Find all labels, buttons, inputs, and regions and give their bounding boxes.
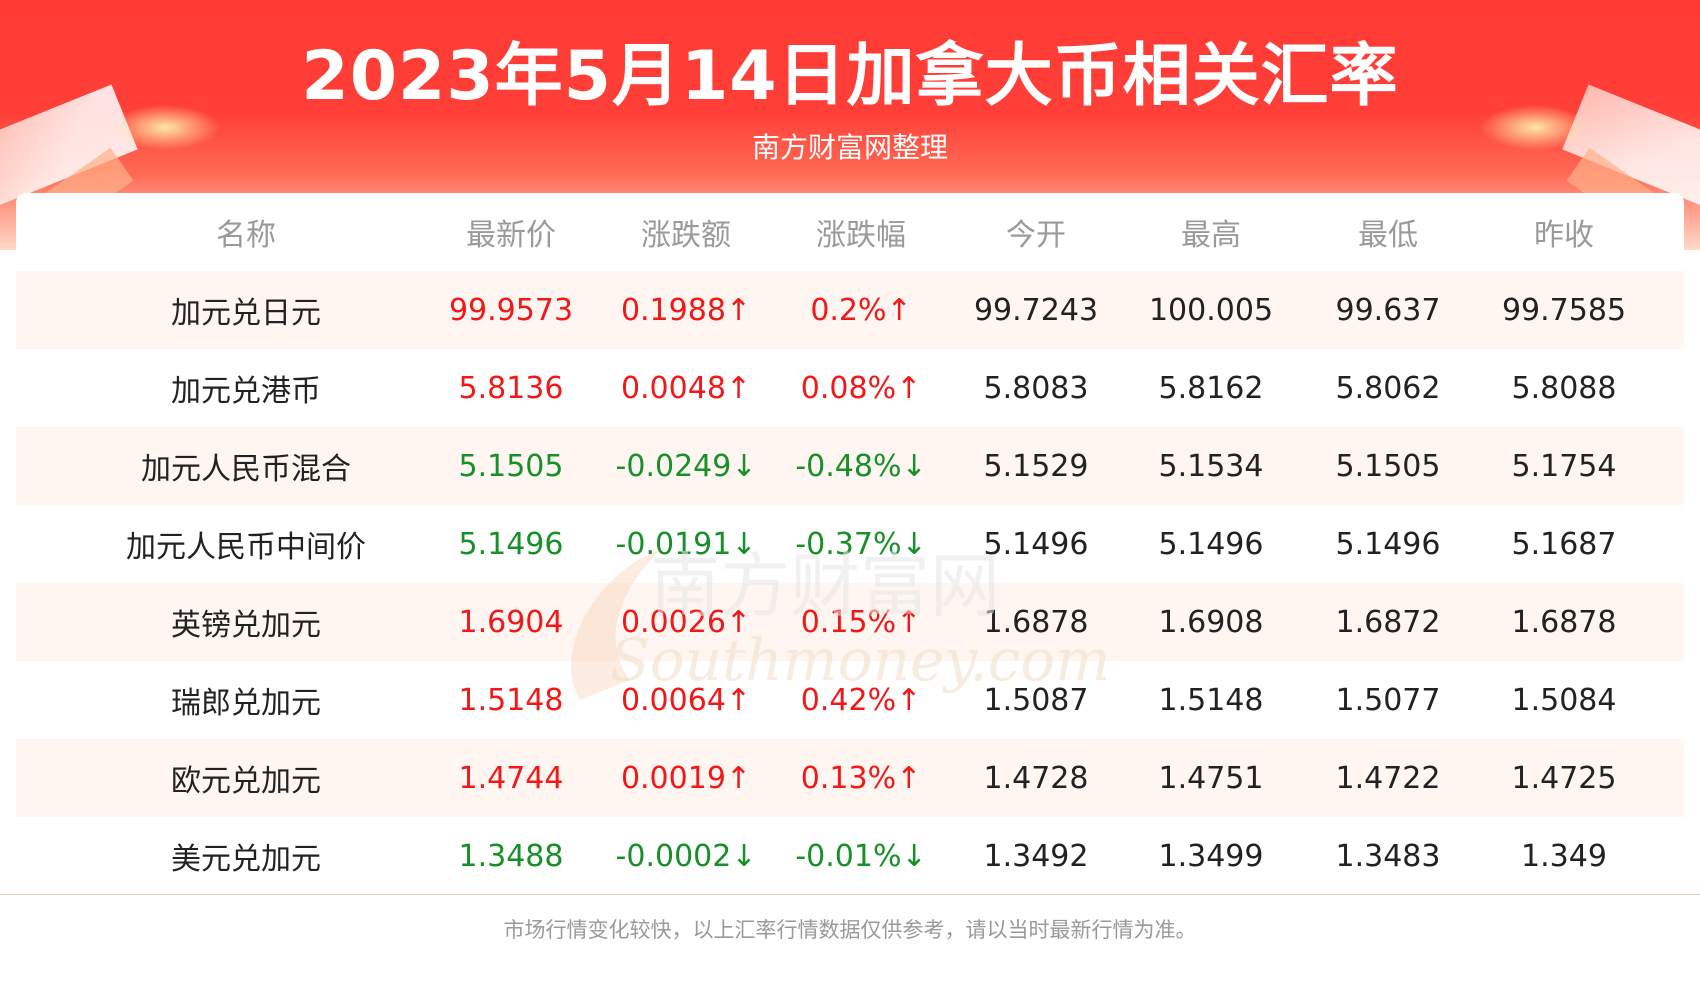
row-high: 1.5148: [1158, 682, 1264, 718]
row-name: 欧元兑加元: [171, 764, 321, 799]
row-change: -0.0249↓: [615, 448, 757, 484]
row-low: 5.1505: [1335, 448, 1441, 484]
row-change-pct: 0.13%↑: [800, 760, 922, 796]
page-subtitle: 南方财富网整理: [751, 131, 948, 164]
row-high: 100.005: [1148, 292, 1274, 328]
row-prev-close: 1.4725: [1511, 760, 1617, 796]
row-high: 1.3499: [1158, 838, 1264, 874]
row-name: 英镑兑加元: [171, 608, 321, 643]
row-name: 加元人民币混合: [141, 452, 351, 487]
row-prev-close: 5.1754: [1511, 448, 1617, 484]
table-header-row: 名称 最新价 涨跌额 涨跌幅 今开 最高 最低 昨收: [16, 193, 1684, 271]
table-row: 加元人民币中间价 5.1496 -0.0191↓ -0.37%↓ 5.1496 …: [16, 505, 1684, 583]
row-latest: 1.4744: [458, 760, 564, 796]
rate-table: 名称 最新价 涨跌额 涨跌幅 今开 最高 最低 昨收 加元兑日元 99.9573…: [16, 193, 1684, 893]
row-open: 5.8083: [983, 370, 1089, 406]
row-latest: 1.6904: [458, 604, 564, 640]
table-row: 美元兑加元 1.3488 -0.0002↓ -0.01%↓ 1.3492 1.3…: [16, 817, 1684, 895]
row-change-pct: 0.08%↑: [800, 370, 922, 406]
row-prev-close: 99.7585: [1501, 292, 1627, 328]
row-open: 1.4728: [983, 760, 1089, 796]
footer-divider: [0, 894, 1700, 895]
row-change: 0.0064↑: [620, 682, 752, 718]
decorative-glow-right: [1480, 105, 1590, 150]
row-latest: 5.8136: [458, 370, 564, 406]
row-open: 1.5087: [983, 682, 1089, 718]
column-header-latest: 最新价: [466, 218, 556, 253]
row-prev-close: 5.1687: [1511, 526, 1617, 562]
column-header-prev-close: 昨收: [1534, 218, 1594, 253]
table-row: 加元兑日元 99.9573 0.1988↑ 0.2%↑ 99.7243 100.…: [16, 271, 1684, 349]
decorative-glow-left: [110, 105, 220, 150]
row-prev-close: 5.8088: [1511, 370, 1617, 406]
row-change-pct: 0.2%↑: [810, 292, 912, 328]
row-change-pct: 0.15%↑: [800, 604, 922, 640]
column-header-change: 涨跌额: [641, 218, 731, 253]
row-latest: 1.5148: [458, 682, 564, 718]
row-change: 0.0048↑: [620, 370, 752, 406]
column-header-open: 今开: [1006, 218, 1066, 253]
row-open: 5.1496: [983, 526, 1089, 562]
column-header-high: 最高: [1181, 218, 1241, 253]
table-row: 加元兑港币 5.8136 0.0048↑ 0.08%↑ 5.8083 5.816…: [16, 349, 1684, 427]
row-prev-close: 1.349: [1521, 838, 1607, 874]
row-high: 5.1496: [1158, 526, 1264, 562]
row-latest: 1.3488: [458, 838, 564, 874]
row-open: 5.1529: [983, 448, 1089, 484]
column-header-low: 最低: [1358, 218, 1418, 253]
row-name: 加元人民币中间价: [126, 530, 366, 565]
table-row: 英镑兑加元 1.6904 0.0026↑ 0.15%↑ 1.6878 1.690…: [16, 583, 1684, 661]
row-low: 1.4722: [1335, 760, 1441, 796]
row-prev-close: 1.5084: [1511, 682, 1617, 718]
row-change: -0.0002↓: [615, 838, 757, 874]
row-change-pct: 0.42%↑: [800, 682, 922, 718]
row-low: 1.6872: [1335, 604, 1441, 640]
row-name: 瑞郎兑加元: [171, 686, 321, 721]
row-high: 1.6908: [1158, 604, 1264, 640]
column-header-change-pct: 涨跌幅: [816, 218, 906, 253]
row-high: 5.8162: [1158, 370, 1264, 406]
row-latest: 5.1496: [458, 526, 564, 562]
row-change-pct: -0.01%↓: [795, 838, 927, 874]
table-row: 瑞郎兑加元 1.5148 0.0064↑ 0.42%↑ 1.5087 1.514…: [16, 661, 1684, 739]
row-latest: 5.1505: [458, 448, 564, 484]
row-change: 0.1988↑: [620, 292, 752, 328]
row-change: 0.0019↑: [620, 760, 752, 796]
row-high: 5.1534: [1158, 448, 1264, 484]
row-open: 1.6878: [983, 604, 1089, 640]
column-header-name: 名称: [216, 218, 276, 253]
footer-disclaimer: 市场行情变化较快，以上汇率行情数据仅供参考，请以当时最新行情为准。: [503, 918, 1197, 942]
table-row: 欧元兑加元 1.4744 0.0019↑ 0.13%↑ 1.4728 1.475…: [16, 739, 1684, 817]
row-prev-close: 1.6878: [1511, 604, 1617, 640]
row-name: 美元兑加元: [171, 842, 321, 877]
row-latest: 99.9573: [448, 292, 574, 328]
row-open: 1.3492: [983, 838, 1089, 874]
row-low: 99.637: [1335, 292, 1441, 328]
row-change-pct: -0.37%↓: [795, 526, 927, 562]
row-name: 加元兑港币: [171, 374, 321, 409]
row-name: 加元兑日元: [171, 296, 321, 331]
row-change-pct: -0.48%↓: [795, 448, 927, 484]
row-high: 1.4751: [1158, 760, 1264, 796]
row-low: 5.1496: [1335, 526, 1441, 562]
row-change: -0.0191↓: [615, 526, 757, 562]
row-open: 99.7243: [973, 292, 1099, 328]
table-row: 加元人民币混合 5.1505 -0.0249↓ -0.48%↓ 5.1529 5…: [16, 427, 1684, 505]
row-low: 5.8062: [1335, 370, 1441, 406]
page-title: 2023年5月14日加拿大币相关汇率: [301, 37, 1399, 116]
row-low: 1.5077: [1335, 682, 1441, 718]
row-change: 0.0026↑: [620, 604, 752, 640]
row-low: 1.3483: [1335, 838, 1441, 874]
